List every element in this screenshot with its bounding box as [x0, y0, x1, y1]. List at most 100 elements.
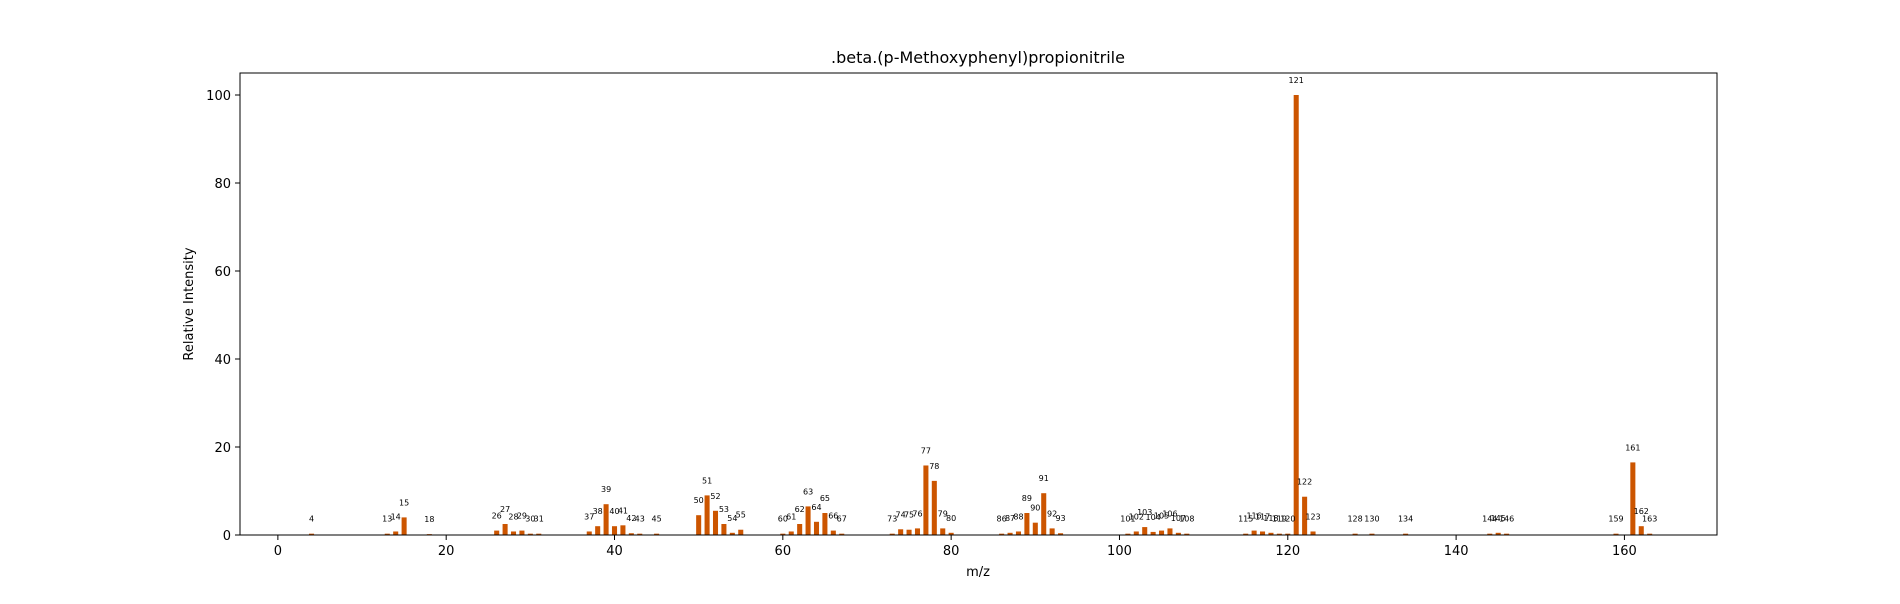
bar-label-mz-115: 115 — [1238, 515, 1253, 524]
bar-mz-128 — [1352, 533, 1358, 535]
bar-mz-61 — [788, 531, 794, 535]
x-tick-label: 160 — [1612, 544, 1637, 559]
x-tick-label: 140 — [1444, 544, 1469, 559]
bar-mz-107 — [1175, 532, 1181, 535]
bar-label-mz-13: 13 — [382, 515, 392, 524]
bar-label-mz-42: 42 — [626, 514, 636, 523]
bar-mz-30 — [527, 533, 533, 535]
bar-label-mz-108: 108 — [1179, 515, 1194, 524]
bar-label-mz-117: 117 — [1255, 512, 1270, 521]
bar-mz-119 — [1276, 533, 1282, 535]
bar-mz-73 — [889, 533, 895, 535]
bar-label-mz-41: 41 — [618, 506, 628, 515]
bar-label-mz-15: 15 — [399, 498, 409, 507]
bar-mz-104 — [1150, 531, 1156, 535]
bar-mz-63 — [805, 506, 811, 535]
bar-label-mz-50: 50 — [694, 496, 704, 505]
bar-mz-43 — [637, 533, 643, 535]
bar-label-mz-40: 40 — [609, 507, 619, 516]
bar-label-mz-52: 52 — [710, 492, 720, 501]
bar-mz-78 — [931, 480, 937, 535]
bar-label-mz-130: 130 — [1364, 515, 1379, 524]
bar-mz-76 — [914, 528, 921, 535]
x-tick-label: 80 — [943, 544, 960, 559]
bar-mz-50 — [696, 515, 702, 535]
y-axis-label: Relative Intensity — [182, 247, 197, 360]
bar-mz-103 — [1142, 527, 1148, 535]
bar-label-mz-146: 146 — [1499, 515, 1514, 524]
bar-label-mz-145: 145 — [1491, 514, 1506, 523]
bar-label-mz-30: 30 — [525, 515, 535, 524]
x-axis: 0 20 40 60 80 100 120 140 160 — [274, 535, 1637, 559]
bar-label-mz-159: 159 — [1608, 515, 1623, 524]
bar-mz-146 — [1504, 533, 1510, 535]
bar-mz-108 — [1184, 533, 1190, 535]
bar-mz-62 — [797, 524, 803, 535]
bar-label-mz-80: 80 — [946, 514, 956, 523]
bar-label-mz-66: 66 — [828, 512, 838, 521]
bar-mz-86 — [999, 533, 1005, 535]
bar-label-mz-118: 118 — [1263, 514, 1278, 523]
bar-label-mz-63: 63 — [803, 487, 813, 496]
bar-label-mz-104: 104 — [1145, 513, 1160, 522]
bar-mz-161 — [1630, 462, 1636, 535]
bar-label-mz-92: 92 — [1047, 509, 1057, 518]
bar-label-mz-107: 107 — [1171, 514, 1186, 523]
bar-label-mz-37: 37 — [584, 512, 594, 521]
bar-label-mz-73: 73 — [887, 515, 897, 524]
bar-label-mz-55: 55 — [736, 511, 746, 520]
bar-label-mz-161: 161 — [1625, 443, 1640, 452]
bar-label-mz-128: 128 — [1347, 515, 1362, 524]
bar-label-mz-120: 120 — [1280, 515, 1295, 524]
bar-mz-105 — [1159, 530, 1165, 535]
bar-mz-121 — [1293, 95, 1299, 535]
bar-label-mz-93: 93 — [1055, 514, 1065, 523]
bars-layer — [309, 95, 1653, 535]
bar-label-mz-90: 90 — [1030, 504, 1040, 513]
plot-frame — [239, 72, 1718, 536]
bar-label-mz-78: 78 — [929, 462, 939, 471]
bar-mz-40 — [611, 526, 618, 535]
y-tick-label: 40 — [214, 353, 231, 368]
y-tick-label: 60 — [214, 265, 231, 280]
bar-label-mz-116: 116 — [1246, 512, 1261, 521]
bar-mz-115 — [1243, 533, 1249, 535]
bar-mz-87 — [1007, 532, 1013, 535]
y-tick-label: 0 — [223, 529, 231, 544]
bar-label-mz-60: 60 — [778, 515, 788, 524]
bar-mz-101 — [1125, 533, 1131, 535]
bar-mz-52 — [712, 510, 719, 535]
bar-mz-122 — [1302, 496, 1308, 535]
bar-mz-117 — [1260, 531, 1266, 535]
bar-label-mz-27: 27 — [500, 505, 510, 514]
bar-mz-123 — [1310, 531, 1316, 535]
bar-mz-93 — [1058, 533, 1064, 535]
bar-label-mz-54: 54 — [727, 514, 737, 523]
x-axis-label: m/z — [966, 565, 990, 580]
bar-label-mz-45: 45 — [651, 515, 661, 524]
bar-mz-53 — [721, 524, 727, 535]
bar-mz-37 — [586, 531, 592, 535]
bar-label-mz-18: 18 — [424, 515, 434, 524]
bar-mz-64 — [813, 521, 820, 535]
x-tick-label: 0 — [274, 544, 282, 559]
bar-label-mz-26: 26 — [492, 512, 502, 521]
bar-mz-41 — [620, 525, 626, 535]
bar-mz-15 — [401, 517, 407, 535]
bar-mz-54 — [729, 532, 735, 535]
bar-label-mz-29: 29 — [517, 512, 527, 521]
bar-label-mz-105: 105 — [1154, 512, 1169, 521]
bar-mz-79 — [940, 528, 946, 535]
bar-label-mz-28: 28 — [508, 512, 518, 521]
bar-label-mz-51: 51 — [702, 476, 712, 485]
bar-label-mz-101: 101 — [1120, 515, 1135, 524]
bar-label-mz-74: 74 — [896, 510, 906, 519]
bar-mz-90 — [1032, 522, 1038, 535]
bar-mz-67 — [839, 533, 845, 535]
bar-label-mz-77: 77 — [921, 446, 931, 455]
x-tick-label: 40 — [606, 544, 623, 559]
bar-mz-39 — [603, 504, 609, 535]
bar-label-mz-75: 75 — [904, 511, 914, 520]
bar-mz-91 — [1041, 493, 1047, 535]
